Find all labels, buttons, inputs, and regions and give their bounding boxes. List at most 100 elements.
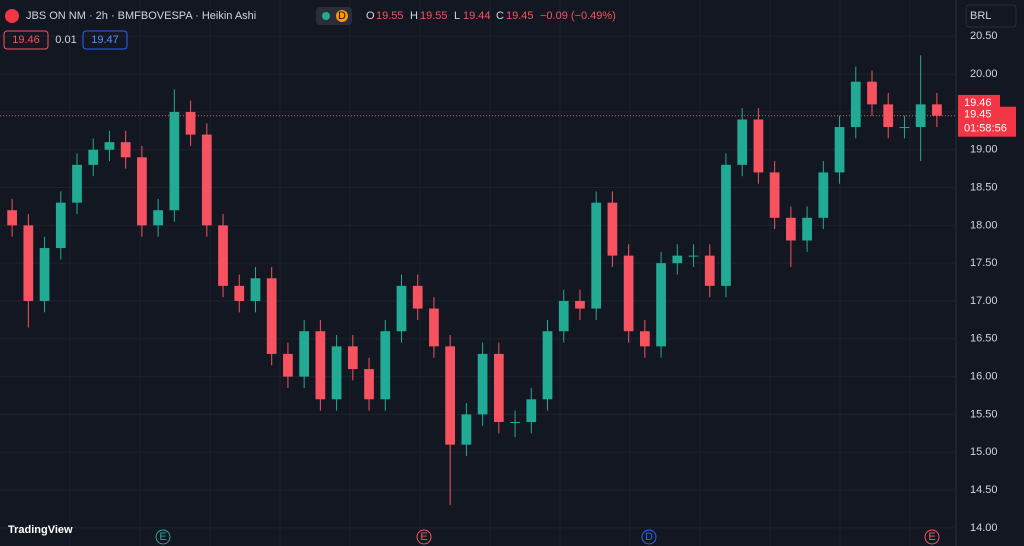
y-tick-label: 20.00	[970, 68, 998, 80]
y-tick-label: 18.00	[970, 219, 998, 231]
candle-body	[802, 217, 812, 241]
candle-body	[55, 202, 66, 249]
candle-body	[39, 248, 50, 301]
event-label: E	[928, 531, 935, 543]
candle-body	[429, 308, 439, 347]
sell-box[interactable]	[3, 30, 49, 50]
candle-body	[120, 142, 131, 158]
event-marker	[155, 529, 171, 545]
candle-body	[283, 353, 293, 377]
ohlc-change: −0.09 (−0.49%)	[540, 10, 616, 22]
candle-body	[250, 278, 261, 301]
candle-body	[72, 164, 82, 203]
symbol-logo	[5, 9, 19, 23]
candle-body	[299, 331, 310, 377]
candle-body	[315, 331, 326, 400]
currency[interactable]: BRL	[970, 10, 991, 22]
candle-body	[786, 217, 796, 241]
candle-body	[396, 285, 407, 332]
event-marker	[924, 529, 940, 545]
candle-body	[234, 285, 245, 301]
y-tick-label: 15.50	[970, 408, 998, 420]
candle-body	[445, 346, 456, 445]
candle-body	[834, 127, 845, 173]
candle-body	[721, 164, 731, 286]
y-tick-label: 14.50	[970, 484, 998, 496]
bid-tag: 19.46	[964, 97, 992, 109]
ohlc-label: O	[366, 10, 375, 22]
candle-body	[769, 172, 780, 218]
ohlc-value: 19.55	[376, 10, 404, 22]
event-marker	[416, 529, 432, 545]
candle-body	[461, 414, 472, 445]
candles	[7, 55, 942, 506]
candle-body	[331, 346, 342, 400]
candle-body	[558, 300, 569, 332]
y-tick-label: 15.00	[970, 446, 998, 458]
candle-body	[526, 399, 537, 422]
badge: D	[338, 10, 346, 22]
buy-price[interactable]: 19.47	[91, 34, 119, 46]
candle-body	[347, 346, 358, 370]
candle-body	[412, 285, 423, 309]
candle-body	[185, 111, 196, 135]
candle-body	[380, 331, 391, 400]
candle-body	[932, 104, 942, 116]
candle-body	[201, 134, 212, 226]
y-tick-label: 19.00	[970, 144, 998, 156]
candle-body	[364, 369, 374, 400]
event-marker	[641, 529, 657, 545]
candle-body	[704, 255, 715, 286]
candle-body	[575, 300, 585, 309]
y-tick-label: 18.50	[970, 181, 998, 193]
candle-body	[672, 255, 683, 264]
price-tag: 19.45	[964, 109, 992, 121]
candle-body	[493, 353, 504, 422]
y-tick-label: 16.50	[970, 333, 998, 345]
ohlc-label: H	[410, 10, 418, 22]
buy-box[interactable]	[82, 30, 128, 50]
ohlc-value: 19.44	[463, 10, 491, 22]
candle-body	[542, 331, 553, 400]
candle-body	[867, 81, 877, 105]
symbol-title: JBS ON NM · 2h · BMFBOVESPA · Heikin Ash…	[26, 10, 256, 22]
event-label: D	[645, 531, 653, 543]
candle-body	[88, 149, 99, 165]
candle-body	[623, 255, 634, 332]
candle-body	[104, 142, 115, 150]
event-label: E	[420, 531, 427, 543]
candle-body	[137, 157, 147, 226]
candle-body	[656, 263, 666, 347]
ohlc-value: 19.55	[420, 10, 448, 22]
candle-body	[266, 278, 277, 354]
y-tick-label: 17.50	[970, 257, 998, 269]
brand: TradingView	[8, 524, 73, 536]
candle-body	[688, 255, 699, 257]
candle-body	[153, 210, 163, 226]
sell-price[interactable]: 19.46	[12, 34, 40, 46]
y-tick-label: 20.50	[970, 30, 998, 42]
candle-body	[477, 353, 488, 415]
candle-body	[510, 421, 520, 423]
candle-body	[850, 81, 861, 128]
overlay: JBS ON NM · 2h · BMFBOVESPA · Heikin Ash…	[0, 4, 1017, 545]
price-tag-box	[958, 106, 1016, 137]
y-tick-label: 14.00	[970, 522, 998, 534]
currency-box[interactable]	[965, 4, 1017, 28]
y-tick-label: 16.00	[970, 371, 998, 383]
y-tick-label: 17.00	[970, 295, 998, 307]
ohlc-label: C	[496, 10, 504, 22]
spread: 0.01	[55, 34, 76, 46]
candle-body	[639, 331, 650, 347]
candle-body	[591, 202, 602, 309]
candle-body	[7, 210, 17, 226]
candle-body	[169, 111, 180, 211]
candle-body	[899, 127, 910, 129]
ohlc-label: L	[454, 10, 460, 22]
candle-body	[753, 119, 764, 173]
candle-body	[818, 172, 829, 218]
candle-body	[23, 225, 34, 301]
event-label: E	[159, 531, 166, 543]
